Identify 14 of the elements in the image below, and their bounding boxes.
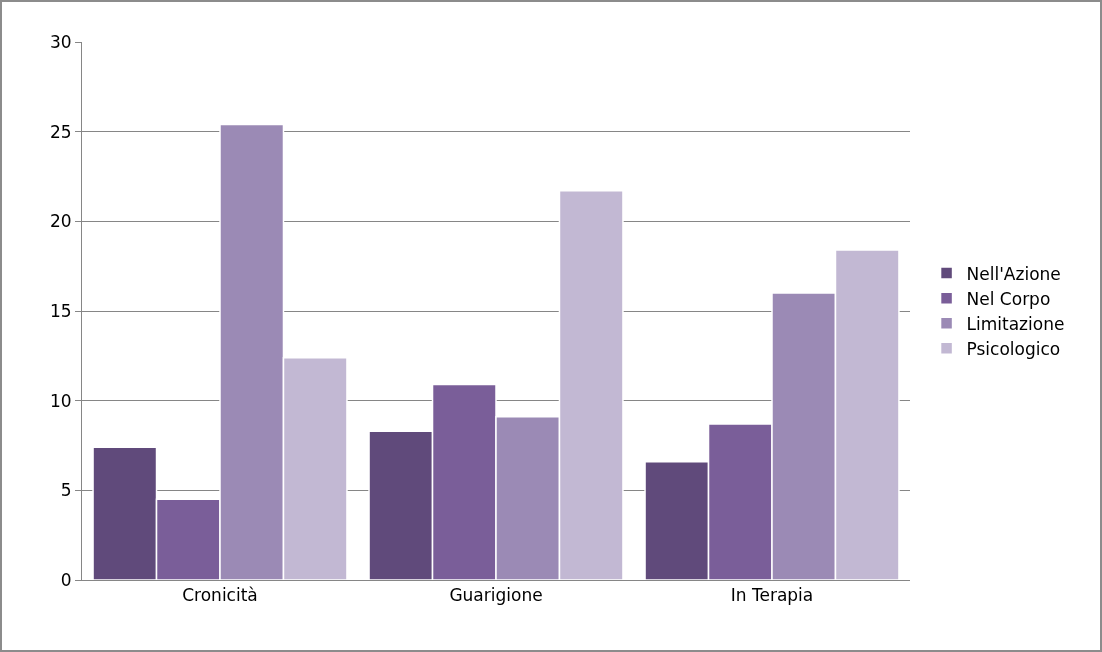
legend-label: Limitazione <box>966 313 1065 334</box>
y-tick-label: 25 <box>49 121 72 142</box>
y-tick-label: 0 <box>60 569 72 590</box>
y-tick-label: 30 <box>49 31 72 52</box>
y-tick-label: 20 <box>49 211 72 232</box>
legend-label: Nell'Azione <box>966 263 1061 284</box>
x-tick-label: In Terapia <box>730 585 814 606</box>
x-tick-label: Cronicità <box>182 585 258 606</box>
y-tick-label: 15 <box>49 300 72 321</box>
legend-label: Psicologico <box>966 338 1061 359</box>
y-tick-label: 10 <box>49 390 72 411</box>
y-tick-label: 5 <box>60 480 72 501</box>
x-tick-label: Guarigione <box>449 585 543 606</box>
legend-label: Nel Corpo <box>966 288 1051 309</box>
